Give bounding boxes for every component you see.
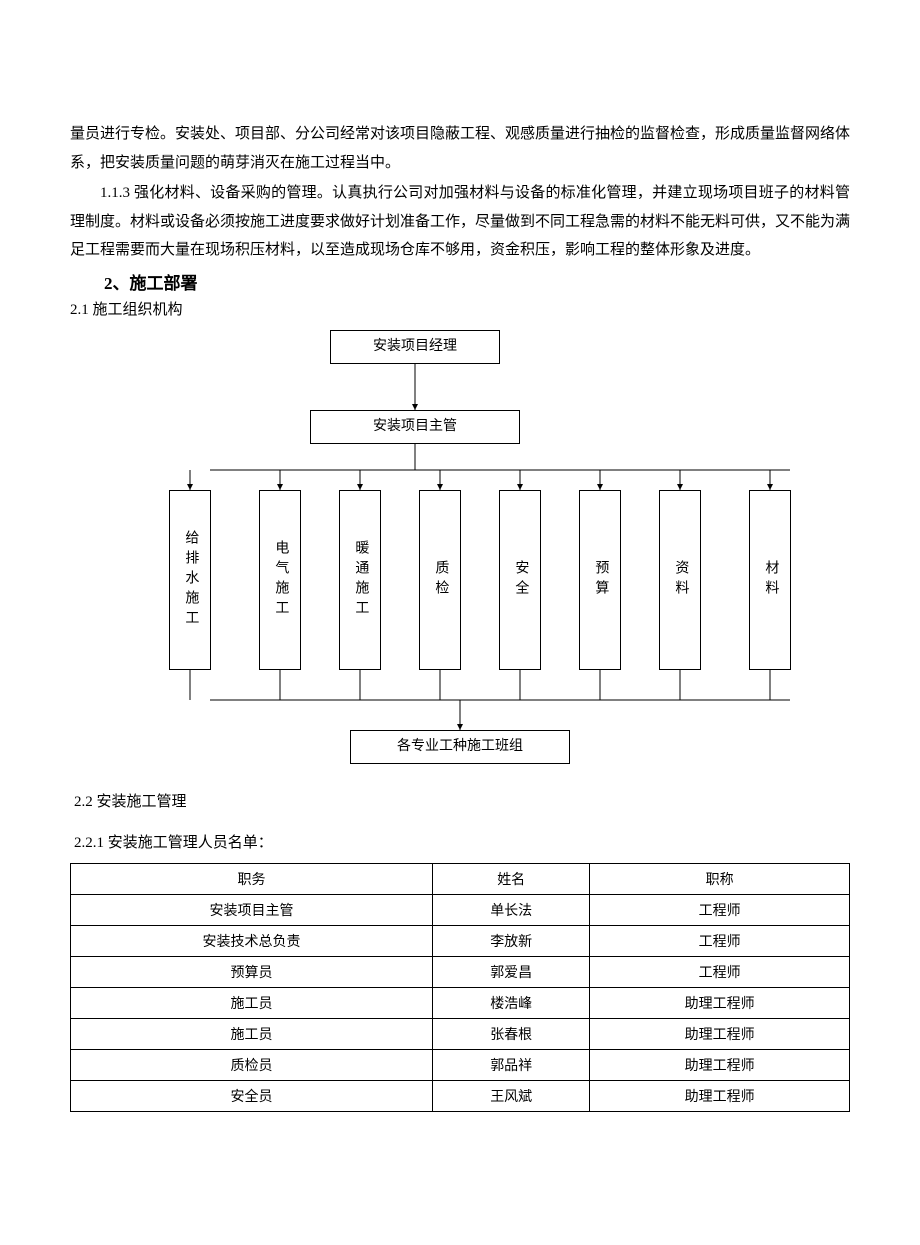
table-cell: 工程师 <box>590 926 850 957</box>
table-cell: 质检员 <box>71 1050 433 1081</box>
org-dept-0: 给排水施工 <box>169 490 211 670</box>
table-cell: 李放新 <box>433 926 590 957</box>
table-cell: 助理工程师 <box>590 988 850 1019</box>
table-row: 预算员郭爱昌工程师 <box>71 957 850 988</box>
org-dept-1: 电气施工 <box>259 490 301 670</box>
table-row: 安装项目主管单长法工程师 <box>71 895 850 926</box>
staff-table: 职务姓名职称安装项目主管单长法工程师安装技术总负责李放新工程师预算员郭爱昌工程师… <box>70 863 850 1112</box>
table-cell: 郭爱昌 <box>433 957 590 988</box>
section-2-1: 2.1 施工组织机构 <box>70 296 850 325</box>
table-cell: 助理工程师 <box>590 1019 850 1050</box>
table-cell: 张春根 <box>433 1019 590 1050</box>
org-dept-5: 预算 <box>579 490 621 670</box>
table-cell: 安装项目主管 <box>71 895 433 926</box>
table-row: 施工员张春根助理工程师 <box>71 1019 850 1050</box>
table-header-row: 职务姓名职称 <box>71 864 850 895</box>
paragraph-1: 量员进行专检。安装处、项目部、分公司经常对该项目隐蔽工程、观感质量进行抽检的监督… <box>70 120 850 177</box>
org-bottom-box: 各专业工种施工班组 <box>350 730 570 764</box>
table-header-cell: 职称 <box>590 864 850 895</box>
table-row: 施工员楼浩峰助理工程师 <box>71 988 850 1019</box>
org-mid-box: 安装项目主管 <box>310 410 520 444</box>
table-cell: 郭品祥 <box>433 1050 590 1081</box>
heading-2: 2、施工部署 <box>70 269 850 294</box>
table-cell: 单长法 <box>433 895 590 926</box>
table-cell: 施工员 <box>71 1019 433 1050</box>
org-dept-2: 暖通施工 <box>339 490 381 670</box>
org-top-box: 安装项目经理 <box>330 330 500 364</box>
table-cell: 安装技术总负责 <box>71 926 433 957</box>
table-row: 安全员王风斌助理工程师 <box>71 1081 850 1112</box>
table-cell: 工程师 <box>590 895 850 926</box>
paragraph-2: 1.1.3 强化材料、设备采购的管理。认真执行公司对加强材料与设备的标准化管理，… <box>70 179 850 265</box>
table-cell: 楼浩峰 <box>433 988 590 1019</box>
org-dept-6: 资料 <box>659 490 701 670</box>
table-cell: 安全员 <box>71 1081 433 1112</box>
table-row: 安装技术总负责李放新工程师 <box>71 926 850 957</box>
table-header-cell: 职务 <box>71 864 433 895</box>
table-cell: 施工员 <box>71 988 433 1019</box>
section-2-2-1: 2.2.1 安装施工管理人员名单： <box>74 829 850 858</box>
table-cell: 预算员 <box>71 957 433 988</box>
section-2-2: 2.2 安装施工管理 <box>74 788 850 817</box>
table-cell: 工程师 <box>590 957 850 988</box>
table-row: 质检员郭品祥助理工程师 <box>71 1050 850 1081</box>
table-cell: 助理工程师 <box>590 1050 850 1081</box>
org-dept-7: 材料 <box>749 490 791 670</box>
org-dept-4: 安全 <box>499 490 541 670</box>
table-header-cell: 姓名 <box>433 864 590 895</box>
org-dept-3: 质检 <box>419 490 461 670</box>
table-cell: 助理工程师 <box>590 1081 850 1112</box>
org-chart: 安装项目经理安装项目主管各专业工种施工班组 给排水施工 电气施工暖通施工质检安全预算… <box>70 330 850 770</box>
table-cell: 王风斌 <box>433 1081 590 1112</box>
